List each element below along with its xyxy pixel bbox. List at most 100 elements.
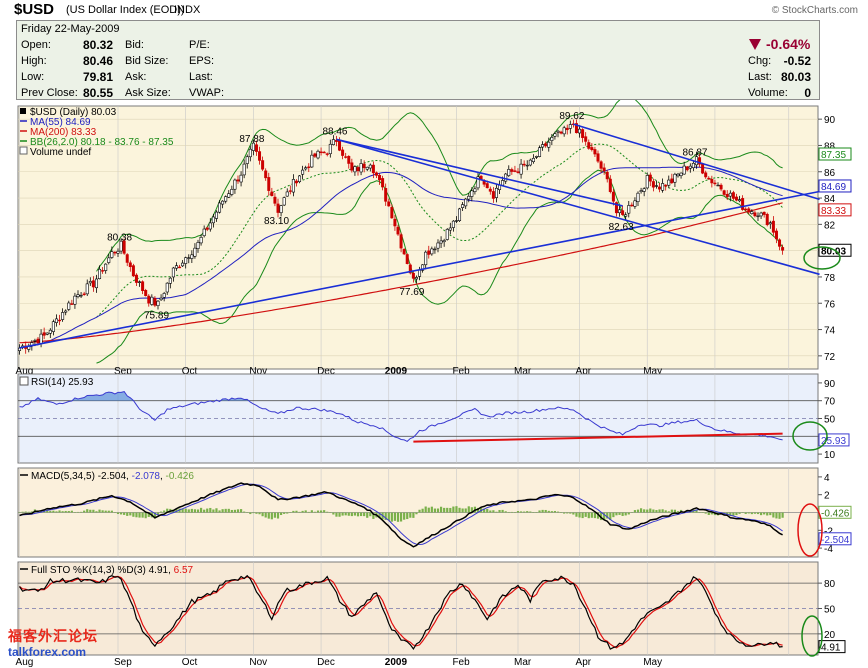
macd-histogram-bar	[209, 507, 212, 513]
candle-body	[411, 272, 415, 279]
candle-body	[33, 340, 37, 342]
macd-histogram-bar	[89, 509, 92, 513]
x-axis-label-top: May	[643, 366, 662, 377]
candle-body	[347, 156, 351, 164]
macd-histogram-bar	[203, 509, 206, 513]
candle-body	[208, 222, 212, 230]
candle-body	[390, 207, 394, 219]
candle-body	[356, 167, 360, 172]
candle-body	[88, 281, 92, 284]
x-axis-label-bottom: Mar	[514, 657, 532, 668]
trendline-1	[336, 138, 820, 276]
candle-body	[464, 198, 468, 207]
volume-label: Volume:	[748, 87, 788, 99]
candle-body	[42, 332, 46, 336]
macd-histogram-bar	[498, 509, 501, 513]
price-tick-label: 78	[824, 273, 836, 284]
rsi-tick-label: 10	[824, 450, 836, 461]
candle-body	[371, 164, 375, 174]
candle-body	[596, 153, 600, 162]
macd-histogram-bar	[753, 512, 757, 514]
candle-body	[110, 251, 114, 258]
x-axis-label-bottom: Sep	[114, 657, 132, 668]
macd-histogram-bar	[212, 509, 215, 513]
macd-histogram-bar	[184, 508, 187, 513]
candle-body	[227, 193, 231, 198]
candle-body	[593, 149, 597, 155]
macd-histogram-bar	[175, 508, 178, 513]
candle-body	[82, 293, 86, 295]
candle-body	[150, 296, 154, 305]
high-value: 80.46	[83, 54, 114, 68]
macd-histogram-bar	[738, 512, 741, 514]
macd-histogram-bar	[729, 512, 732, 517]
candle-body	[313, 153, 317, 157]
candle-body	[399, 234, 403, 249]
macd-histogram-bar	[516, 511, 520, 513]
candle-body	[384, 188, 388, 202]
candle-body	[362, 163, 366, 169]
candle-body	[562, 127, 566, 135]
macd-histogram-bar	[363, 512, 366, 517]
macd-histogram-bar	[233, 509, 237, 513]
candle-body	[122, 240, 126, 254]
candle-body	[531, 157, 535, 163]
candle-body	[476, 176, 480, 189]
watermark-site: talkforex.com	[8, 645, 87, 659]
candle-body	[731, 192, 735, 199]
legend-candle-icon	[20, 108, 26, 114]
macd-histogram-bar	[590, 512, 593, 518]
candle-body	[501, 180, 505, 186]
candle-body	[458, 208, 462, 222]
candle-body	[658, 186, 662, 190]
candle-body	[144, 290, 148, 296]
macd-histogram-bar	[695, 509, 698, 513]
macd-histogram-bar	[218, 510, 221, 513]
sto-d-line	[19, 575, 783, 649]
candle-body	[101, 270, 105, 272]
macd-histogram-bar	[116, 512, 120, 514]
macd-histogram-bar	[713, 512, 717, 516]
price-tick-label: 90	[824, 115, 836, 126]
candle-body	[116, 250, 120, 254]
x-axis-label-top: 2009	[385, 366, 408, 377]
price-legend-entry: MA(55) 84.69	[30, 117, 91, 128]
macd-histogram-bar	[261, 512, 264, 517]
candle-body	[618, 209, 622, 214]
macd-histogram-bar	[655, 510, 658, 513]
macd-histogram-bar	[643, 509, 646, 513]
candle-body	[685, 166, 689, 171]
candle-body	[541, 144, 545, 148]
open-value: 80.32	[83, 38, 114, 52]
macd-histogram-bar	[673, 509, 677, 513]
x-axis-label-bottom: Apr	[576, 657, 592, 668]
prev-close-value: 80.55	[83, 86, 114, 100]
macd-histogram-bar	[359, 512, 363, 517]
candle-body	[125, 254, 129, 263]
candle-body	[734, 196, 738, 201]
price-annotation: 80.38	[107, 233, 132, 244]
macd-histogram-bar	[593, 512, 597, 519]
candle-body	[184, 257, 188, 264]
macd-histogram-bar	[609, 512, 612, 520]
macd-histogram-bar	[104, 510, 107, 513]
candle-body	[214, 211, 218, 219]
candle-body	[421, 264, 425, 271]
macd-histogram-bar	[24, 511, 27, 513]
provider-credit[interactable]: © StockCharts.com	[771, 5, 858, 16]
macd-histogram-bar	[735, 512, 738, 516]
rsi-value-tag-label: 25.93	[821, 436, 846, 447]
candle-body	[107, 257, 111, 263]
candle-body	[519, 163, 523, 175]
candle-body	[138, 281, 142, 283]
macd-histogram-bar	[556, 511, 560, 513]
macd-histogram-bar	[461, 508, 464, 513]
price-value-tag	[818, 203, 852, 217]
candle-body	[251, 142, 255, 151]
ma55-line	[19, 166, 783, 349]
ask-size-label: Ask Size:	[125, 87, 171, 99]
macd-histogram-bar	[319, 510, 323, 513]
candle-body	[781, 247, 785, 251]
candle-body	[750, 211, 754, 214]
change-percent: -0.64%	[749, 36, 810, 52]
